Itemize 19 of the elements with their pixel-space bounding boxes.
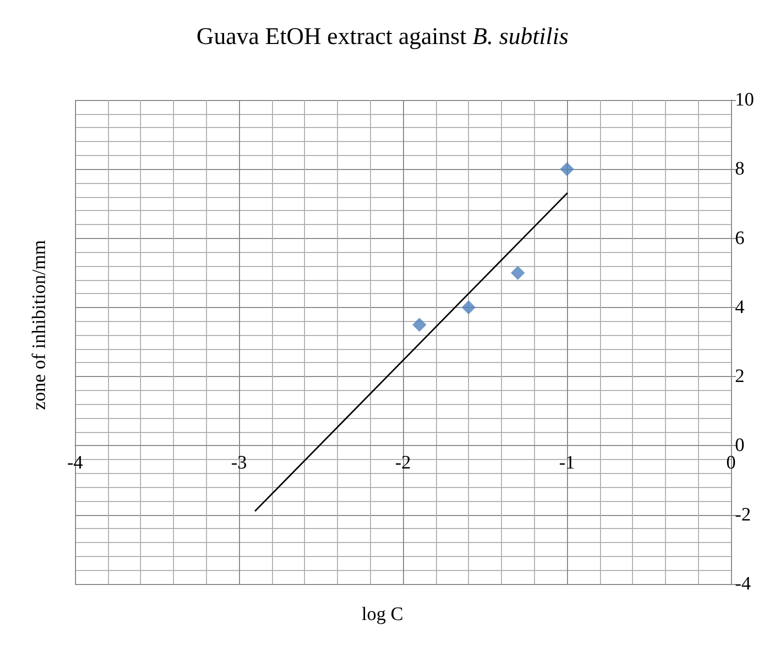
x-tick-label: -4 <box>67 452 84 474</box>
x-axis-title: log C <box>362 604 404 625</box>
x-tick-label: -3 <box>231 452 247 474</box>
point <box>412 318 426 332</box>
point <box>560 162 574 176</box>
y-tick-label: -2 <box>735 504 751 526</box>
point <box>462 300 476 314</box>
point <box>510 266 525 280</box>
y-tick-label: 6 <box>735 228 744 249</box>
y-tick-label: 0 <box>735 435 744 456</box>
chart-title: Guava EtOH extract against B. subtilis <box>196 24 568 50</box>
x-tick-label: -1 <box>559 452 575 474</box>
y-tick-label: 2 <box>735 366 744 388</box>
x-tick-label: -2 <box>395 452 411 474</box>
y-axis-title: zone of inhibition/mm <box>29 240 50 410</box>
y-tick-label: -4 <box>735 574 752 594</box>
y-tick-label: 8 <box>735 158 744 180</box>
y-tick-label: 4 <box>735 296 745 318</box>
y-tick-label: 10 <box>735 90 754 110</box>
